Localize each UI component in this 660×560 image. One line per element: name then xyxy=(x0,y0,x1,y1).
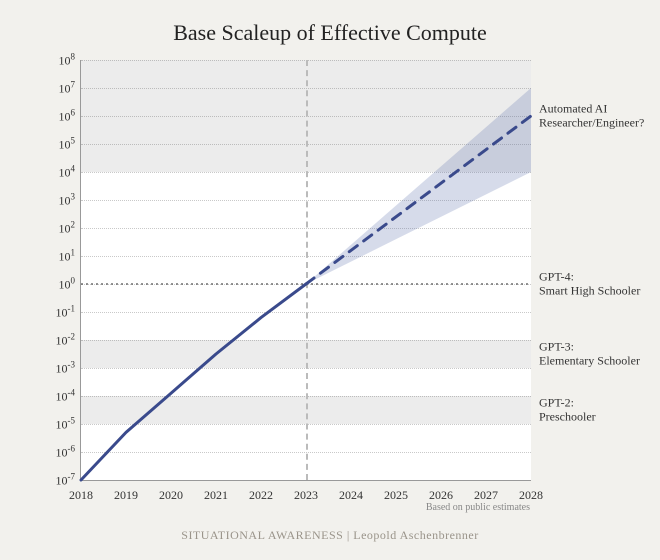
y-tick-label: 103 xyxy=(59,192,76,209)
y-tick-label: 107 xyxy=(59,80,76,97)
credit-line: SITUATIONAL AWARENESS | Leopold Aschenbr… xyxy=(0,528,660,543)
annotation-label: GPT-4:Smart High Schooler xyxy=(539,270,659,299)
y-tick-label: 10-4 xyxy=(56,388,76,405)
chart-svg xyxy=(81,60,531,480)
chart-container: Base Scaleup of Effective Compute Effect… xyxy=(0,0,660,560)
chart-title: Base Scaleup of Effective Compute xyxy=(0,20,660,46)
annotation-label: GPT-3:Elementary Schooler xyxy=(539,340,659,369)
y-tick-label: 104 xyxy=(59,164,76,181)
y-tick-label: 10-1 xyxy=(56,304,76,321)
x-tick-label: 2018 xyxy=(69,488,93,503)
x-tick-label: 2021 xyxy=(204,488,228,503)
x-tick-label: 2020 xyxy=(159,488,183,503)
uncertainty-cone xyxy=(306,88,531,284)
plot-area: 10-710-610-510-410-310-210-1100101102103… xyxy=(80,60,531,481)
y-tick-label: 101 xyxy=(59,248,76,265)
annotation-label: GPT-2:Preschooler xyxy=(539,396,659,425)
x-tick-label: 2022 xyxy=(249,488,273,503)
y-tick-label: 10-6 xyxy=(56,444,76,461)
y-tick-label: 10-2 xyxy=(56,332,76,349)
y-tick-label: 106 xyxy=(59,108,76,125)
x-tick-label: 2023 xyxy=(294,488,318,503)
y-tick-label: 102 xyxy=(59,220,76,237)
x-tick-label: 2025 xyxy=(384,488,408,503)
y-tick-label: 108 xyxy=(59,52,76,69)
x-tick-label: 2026 xyxy=(429,488,453,503)
x-tick-label: 2027 xyxy=(474,488,498,503)
y-tick-label: 10-5 xyxy=(56,416,76,433)
x-tick-label: 2028 xyxy=(519,488,543,503)
x-tick-label: 2019 xyxy=(114,488,138,503)
footnote: Based on public estimates xyxy=(80,502,530,513)
y-tick-label: 105 xyxy=(59,136,76,153)
x-tick-label: 2024 xyxy=(339,488,363,503)
y-tick-label: 100 xyxy=(59,276,76,293)
historical-line xyxy=(81,284,306,480)
annotation-label: Automated AI Researcher/Engineer? xyxy=(539,102,659,131)
y-tick-label: 10-7 xyxy=(56,472,76,489)
y-tick-label: 10-3 xyxy=(56,360,76,377)
